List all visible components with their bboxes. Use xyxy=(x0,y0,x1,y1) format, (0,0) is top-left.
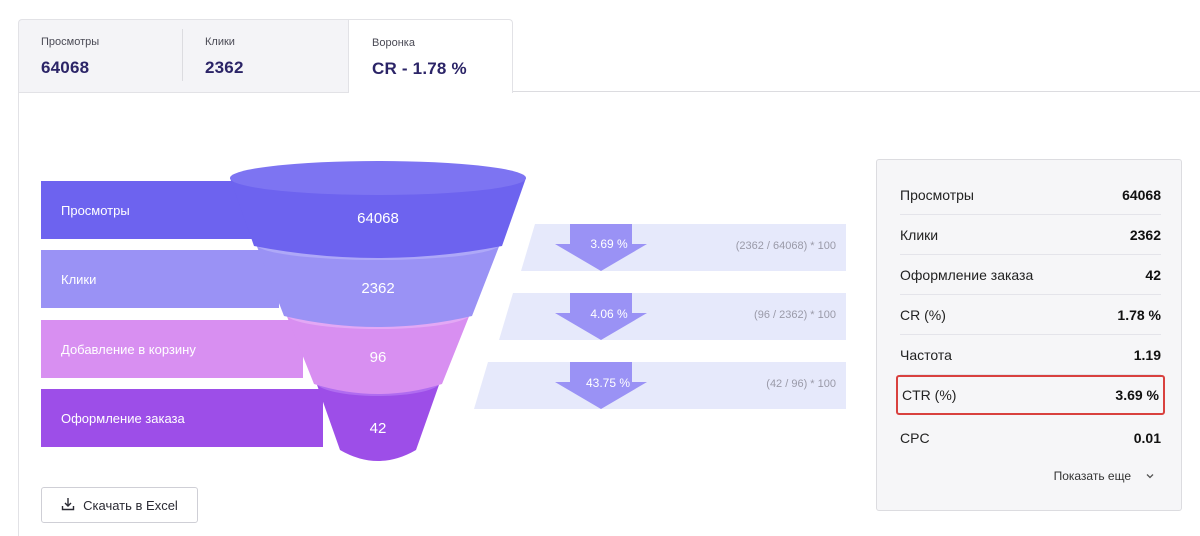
stat-label: Частота xyxy=(900,346,952,363)
conversion-views-to-clicks: 3.69 % (2362 / 64068) * 100 xyxy=(521,224,846,271)
conversion-clicks-to-cart: 4.06 % (96 / 2362) * 100 xyxy=(499,293,846,340)
tab-views[interactable]: Просмотры 64068 xyxy=(18,19,182,91)
conversion-arrow-icon xyxy=(555,224,647,271)
stat-value: 0.01 xyxy=(1133,430,1161,446)
funnel-segment-views-top xyxy=(230,161,526,195)
tab-funnel-value: CR - 1.78 % xyxy=(372,59,467,78)
stat-value: 2362 xyxy=(1129,226,1161,243)
funnel-graphic xyxy=(230,161,526,461)
stat-label: Оформление заказа xyxy=(900,266,1034,283)
conversion-percent: 3.69 % xyxy=(590,237,628,251)
stat-label: CPC xyxy=(900,430,930,446)
conversion-percent: 4.06 % xyxy=(590,307,628,321)
funnel-stage-label: Клики xyxy=(61,271,97,287)
download-excel-label: Скачать в Excel xyxy=(83,497,178,513)
funnel-value-checkout: 42 xyxy=(369,420,387,437)
stat-row-cpc: CPC 0.01 xyxy=(900,418,1161,458)
inactive-tabs-group xyxy=(18,19,348,93)
stat-value: 1.19 xyxy=(1133,346,1161,363)
funnel-value-clicks: 2362 xyxy=(361,280,395,297)
conversion-cart-to-checkout: 43.75 % (42 / 96) * 100 xyxy=(474,362,846,409)
funnel-value-views: 64068 xyxy=(357,210,399,227)
stat-label: CR (%) xyxy=(900,306,946,323)
stat-value: 42 xyxy=(1145,266,1161,283)
conversion-formula: (42 / 96) * 100 xyxy=(766,378,836,390)
stat-value: 3.69 % xyxy=(1115,387,1159,403)
funnel-stage-views: Просмотры xyxy=(41,181,256,239)
conversion-formula: (2362 / 64068) * 100 xyxy=(735,240,836,252)
funnel-segment-clicks xyxy=(256,244,500,327)
conversion-band xyxy=(474,362,846,409)
stat-row-views: Просмотры 64068 xyxy=(900,175,1161,215)
funnel-segment-add-to-cart xyxy=(286,314,470,394)
funnel-stage-add-to-cart: Добавление в корзину xyxy=(41,320,303,378)
stat-row-frequency: Частота 1.19 xyxy=(900,335,1161,375)
stat-row-ctr-highlighted: CTR (%) 3.69 % xyxy=(896,375,1165,415)
funnel-stage-label: Добавление в корзину xyxy=(61,341,196,357)
conversion-percent: 43.75 % xyxy=(585,376,631,390)
tab-funnel[interactable]: Воронка CR - 1.78 % xyxy=(348,19,513,93)
chevron-down-icon xyxy=(1141,467,1159,485)
stat-row-cr: CR (%) 1.78 % xyxy=(900,295,1161,335)
conversion-arrow-icon xyxy=(555,293,647,340)
stat-value: 1.78 % xyxy=(1117,306,1161,323)
stat-label: CTR (%) xyxy=(902,387,957,403)
funnel-stage-label: Просмотры xyxy=(61,202,130,218)
stat-label: Просмотры xyxy=(900,186,974,203)
stat-label: Клики xyxy=(900,226,939,243)
metric-tabs: Просмотры 64068 Клики 2362 Воронка CR - … xyxy=(18,19,1200,93)
show-more-label: Показать еще xyxy=(1053,469,1131,483)
tab-views-label: Просмотры xyxy=(41,36,100,48)
funnel-stage-checkout: Оформление заказа xyxy=(41,389,323,447)
conversion-formula: (96 / 2362) * 100 xyxy=(754,309,836,321)
funnel-stage-label: Оформление заказа xyxy=(61,410,185,426)
funnel-stage-clicks: Клики xyxy=(41,250,279,308)
download-icon xyxy=(61,497,75,514)
tab-clicks[interactable]: Клики 2362 xyxy=(182,19,347,91)
show-more-button[interactable]: Показать еще xyxy=(1054,467,1159,485)
funnel-panel xyxy=(18,92,1200,536)
tabs-divider xyxy=(512,91,1200,92)
tab-clicks-label: Клики xyxy=(205,36,235,48)
funnel-segment-views xyxy=(230,178,526,258)
stat-value: 64068 xyxy=(1122,186,1161,203)
tab-views-value: 64068 xyxy=(41,58,90,77)
stats-card: Просмотры 64068 Клики 2362 Оформление за… xyxy=(876,159,1182,511)
download-excel-button[interactable]: Скачать в Excel xyxy=(41,487,198,523)
funnel-value-add-to-cart: 96 xyxy=(369,349,387,366)
tab-clicks-value: 2362 xyxy=(205,58,244,77)
funnel-segment-checkout xyxy=(316,382,440,461)
tab-funnel-label: Воронка xyxy=(372,37,415,49)
conversion-arrow-icon xyxy=(555,362,647,409)
stat-row-checkout: Оформление заказа 42 xyxy=(900,255,1161,295)
stat-row-clicks: Клики 2362 xyxy=(900,215,1161,255)
